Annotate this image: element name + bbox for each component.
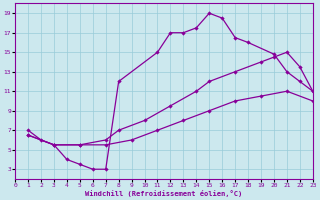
X-axis label: Windchill (Refroidissement éolien,°C): Windchill (Refroidissement éolien,°C) [85, 190, 243, 197]
